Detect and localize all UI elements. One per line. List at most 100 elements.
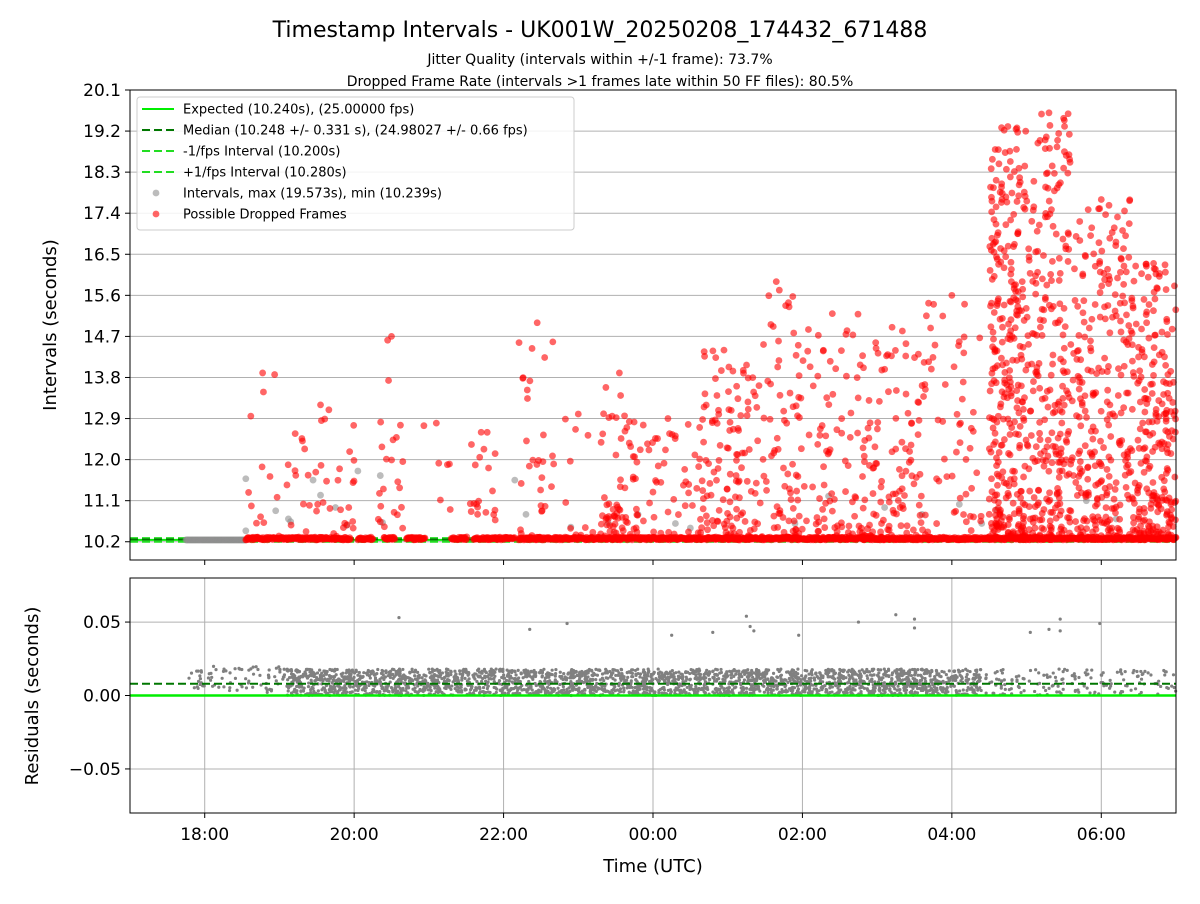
dropped-frame-point (422, 535, 429, 542)
dropped-frame-point (567, 458, 574, 465)
dropped-frame-point (1088, 224, 1095, 231)
dropped-frame-point (1060, 236, 1067, 243)
dropped-frame-point (967, 445, 974, 452)
residual-point (688, 672, 691, 675)
residual-point (364, 689, 367, 692)
dropped-frame-point (906, 459, 913, 466)
dropped-frame-point (300, 501, 307, 508)
residual-point (375, 679, 378, 682)
dropped-frame-point (1036, 222, 1043, 229)
dropped-frame-point (1009, 190, 1016, 197)
dropped-frame-point (1085, 206, 1092, 213)
dropped-frame-point (951, 509, 958, 516)
residual-point (577, 687, 580, 690)
dropped-frame-point (699, 477, 706, 484)
dropped-frame-point (701, 353, 708, 360)
residual-point (802, 677, 805, 680)
dropped-frame-point (518, 480, 525, 487)
dropped-frame-point (725, 388, 732, 395)
dropped-frame-point (1171, 282, 1178, 289)
max-interval-point (1038, 111, 1045, 118)
dropped-frame-point (960, 349, 967, 356)
dropped-frame-point (616, 370, 623, 377)
dropped-frame-point (869, 528, 876, 535)
dropped-frame-point (997, 400, 1004, 407)
dropped-frame-point (1163, 410, 1170, 417)
dropped-frame-point (346, 448, 353, 455)
dropped-frame-point (526, 377, 533, 384)
dropped-frame-point (1046, 198, 1053, 205)
dropped-frame-point (1050, 223, 1057, 230)
dropped-frame-point (889, 324, 896, 331)
dropped-frame-point (886, 499, 893, 506)
dropped-frame-point (832, 365, 839, 372)
residual-point (427, 668, 430, 671)
residual-point (948, 669, 951, 672)
residual-point (660, 671, 663, 674)
dropped-frame-point (1028, 218, 1035, 225)
dropped-frame-point (838, 519, 845, 526)
dropped-frame-point (855, 311, 862, 318)
dropped-frame-point (393, 434, 400, 441)
dropped-frame-point (1092, 503, 1099, 510)
dropped-frame-point (1168, 499, 1175, 506)
dropped-frame-point (259, 463, 266, 470)
dropped-frame-point (893, 387, 900, 394)
dropped-frame-point (1092, 301, 1099, 308)
dropped-frame-point (1104, 466, 1111, 473)
dropped-frame-point (815, 519, 822, 526)
dropped-frame-point (760, 341, 767, 348)
residual-point (975, 668, 978, 671)
dropped-frame-point (784, 471, 791, 478)
dropped-frame-point (716, 457, 723, 464)
dropped-frame-point (804, 348, 811, 355)
dropped-frame-point (816, 495, 823, 502)
dropped-frame-point (1139, 346, 1146, 353)
residual-point (941, 690, 944, 693)
dropped-frame-point (803, 517, 810, 524)
dropped-frame-point (447, 506, 454, 513)
dropped-frame-point (630, 474, 637, 481)
dropped-frame-point (1001, 436, 1008, 443)
dropped-frame-point (1117, 318, 1124, 325)
dropped-frame-point (819, 506, 826, 513)
dropped-frame-point (759, 533, 766, 540)
dropped-frame-point (492, 450, 499, 457)
dropped-frame-point (1031, 331, 1038, 338)
dropped-frame-point (1079, 402, 1086, 409)
dropped-frame-point (1031, 494, 1038, 501)
dropped-frame-point (399, 525, 406, 532)
dropped-frame-point (1039, 396, 1046, 403)
residual-point (620, 668, 623, 671)
dropped-frame-point (995, 459, 1002, 466)
dropped-frame-point (1048, 372, 1055, 379)
dropped-frame-point (1073, 356, 1080, 363)
dropped-frame-point (898, 522, 905, 529)
dropped-frame-point (746, 446, 753, 453)
residual-point (890, 677, 893, 680)
dropped-frame-point (727, 498, 734, 505)
dropped-frame-point (295, 534, 302, 541)
chart-title: Timestamp Intervals - UK001W_20250208_17… (272, 18, 928, 43)
dropped-frame-point (861, 453, 868, 460)
residual-point (594, 678, 597, 681)
dropped-frame-point (518, 530, 525, 537)
dropped-frame-point (1105, 454, 1112, 461)
dropped-frame-point (999, 339, 1006, 346)
dropped-frame-point (724, 532, 731, 539)
dropped-frame-point (873, 460, 880, 467)
dropped-frame-point (1129, 341, 1136, 348)
dropped-frame-point (1051, 170, 1058, 177)
dropped-frame-point (753, 404, 760, 411)
dropped-frame-point (540, 432, 547, 439)
dropped-frame-point (1046, 489, 1053, 496)
dropped-frame-point (892, 415, 899, 422)
dropped-frame-point (621, 412, 628, 419)
dropped-frame-point (1050, 352, 1057, 359)
dropped-frame-point (1046, 109, 1053, 116)
top-y-tick-label: 10.2 (83, 533, 121, 553)
dropped-frame-point (1171, 474, 1178, 481)
dropped-frame-point (1032, 369, 1039, 376)
residual-point (413, 674, 416, 677)
dropped-frame-point (1051, 188, 1058, 195)
